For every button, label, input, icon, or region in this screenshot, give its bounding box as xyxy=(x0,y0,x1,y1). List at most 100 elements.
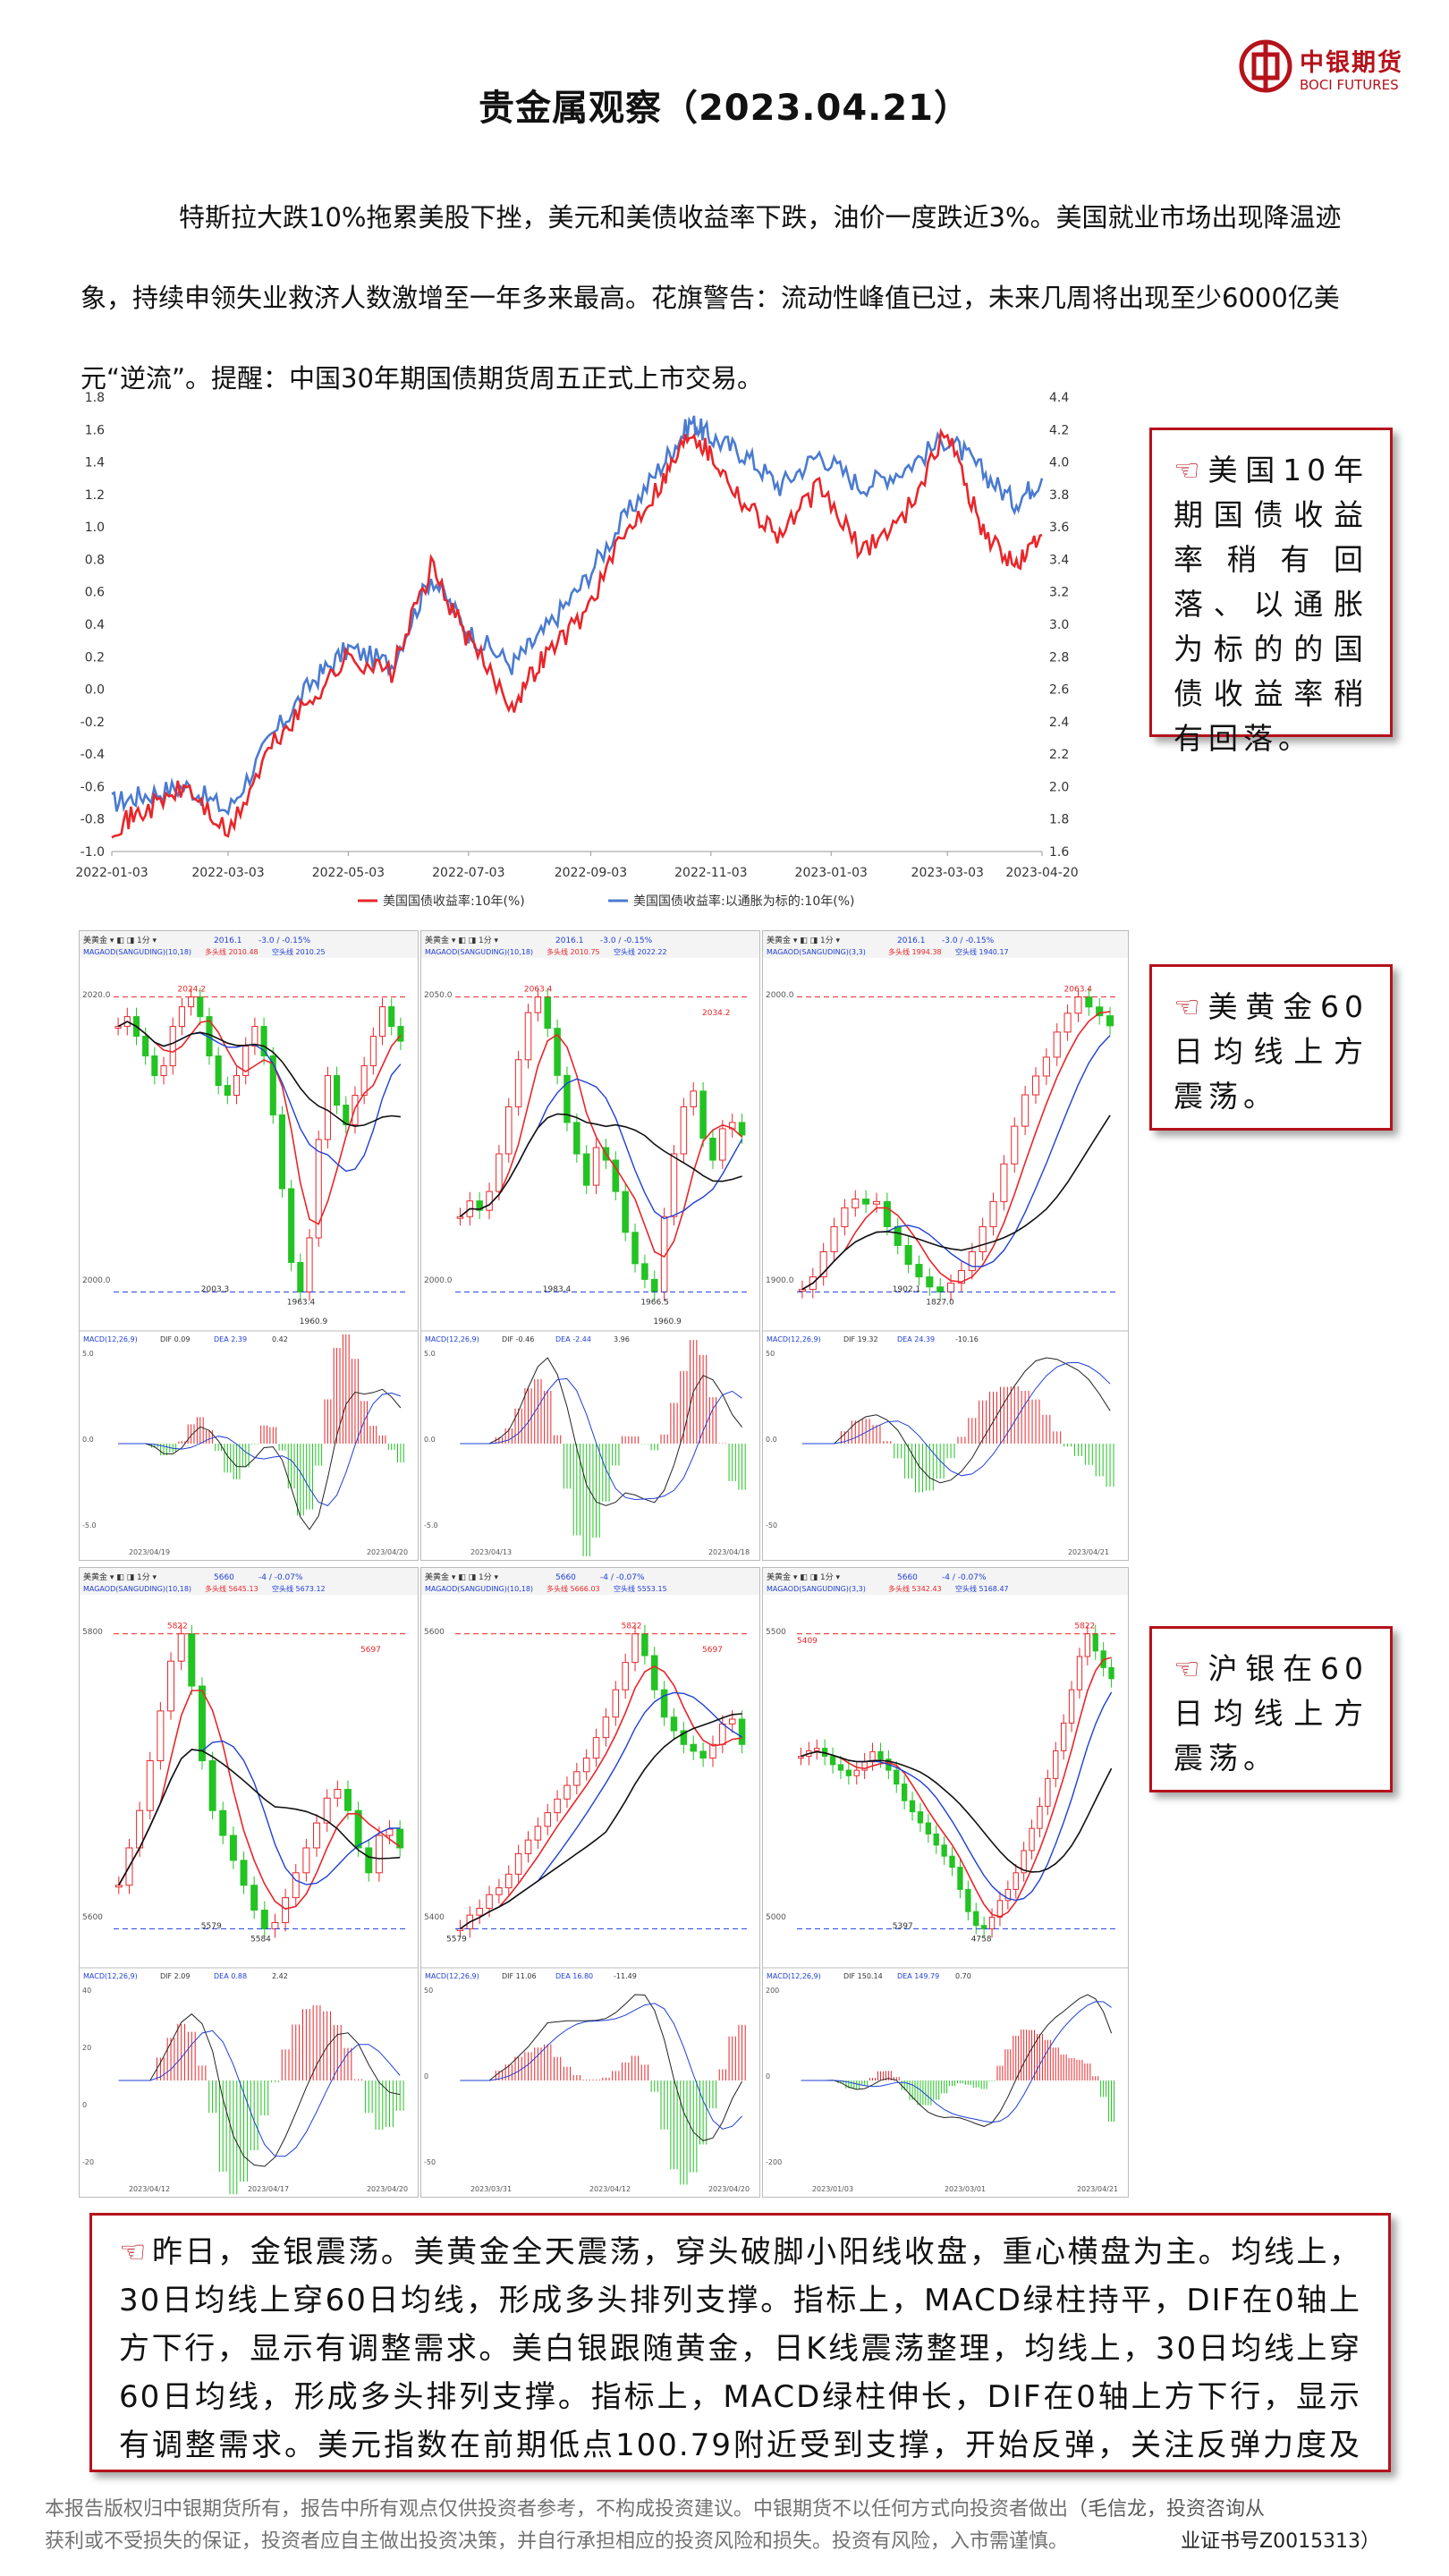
candle-body xyxy=(343,1789,352,1811)
candle-body xyxy=(271,1921,279,1929)
candle-body xyxy=(988,1916,996,1929)
candle-body xyxy=(514,1059,522,1107)
ma-long-line xyxy=(801,1114,1111,1291)
candle-body xyxy=(219,1809,227,1836)
panel-header-toolbar: 美黄金 ▾ ◧ ◨ 1分 ▾ xyxy=(83,1572,157,1582)
ma-short-line xyxy=(117,1020,402,1225)
ma-short-line xyxy=(801,1011,1111,1291)
macd-dif-value: DIF -0.46 xyxy=(502,1335,534,1343)
macd-hist-value: 0.42 xyxy=(272,1335,288,1343)
macd-hist-value: -10.16 xyxy=(955,1335,979,1343)
y-left-tick-label: -0.6 xyxy=(80,780,105,794)
candle-body xyxy=(845,1769,852,1776)
date-label: 2023/04/20 xyxy=(708,2185,750,2193)
candle-body xyxy=(375,1835,383,1874)
panel-last-price: 5660 xyxy=(214,1573,234,1582)
candle-body xyxy=(388,1006,395,1028)
macd-y-tick-label: -5.0 xyxy=(82,1521,97,1530)
x-tick-label: 2023-04-20 xyxy=(1005,866,1078,880)
panel-y-tick-label: 2000.0 xyxy=(82,1276,111,1285)
candle-body xyxy=(197,996,204,1018)
candle-body xyxy=(915,1264,923,1278)
candle-body xyxy=(251,1026,258,1047)
y-left-tick-label: 0.2 xyxy=(85,650,105,665)
candle-body xyxy=(841,1207,849,1227)
bond-yield-chart: 1.8 1.6 1.4 1.2 1.0 0.8 0.6 0.4 0.2 0.0 -0.2 -0.4 -0… xyxy=(63,386,1118,923)
candle-body xyxy=(933,1833,939,1846)
candle-body xyxy=(968,1251,976,1272)
candle-body xyxy=(369,1036,377,1067)
candle-body xyxy=(215,1055,222,1087)
candle-body xyxy=(315,1139,322,1239)
candle-body xyxy=(980,1925,987,1929)
candle-body xyxy=(1084,1633,1091,1657)
candle-body xyxy=(378,1006,386,1038)
y-left-tick-label: -1.0 xyxy=(80,845,105,860)
intro-paragraph: 特斯拉大跌10%拖累美股下挫，美元和美债收益率下跌，油价一度跌近3%。美国就业市… xyxy=(80,202,1342,394)
y-left-tick-label: 1.0 xyxy=(85,521,105,535)
panel-header-toolbar: 美黄金 ▾ ◧ ◨ 1分 ▾ xyxy=(425,935,499,945)
candle-body xyxy=(188,1633,196,1687)
candle-body xyxy=(631,1633,639,1664)
date-label: 2023/03/31 xyxy=(470,2185,512,2193)
candle-body xyxy=(260,1910,268,1929)
y-left-tick-label: -0.2 xyxy=(80,716,105,730)
high-price-label: 5822 xyxy=(1074,1623,1095,1631)
silver-daily-svg: 美黄金 ▾ ◧ ◨ 1分 ▾ 5660 -4 / -0.07% MAGAOD(SANG… xyxy=(763,1568,1128,2193)
gold-daily-chart: 美黄金 ▾ ◧ ◨ 1分 ▾ 2016.1 -3.0 / -0.15% MAGAOD(… xyxy=(762,930,1129,1561)
ma-short-line xyxy=(459,1665,742,1930)
gold-30m-chart: 美黄金 ▾ ◧ ◨ 1分 ▾ 2016.1 -3.0 / -0.15% MAGAOD(… xyxy=(420,930,760,1561)
y-left-tick-label: -0.4 xyxy=(80,748,105,762)
candle-body xyxy=(819,1251,827,1278)
candle-body xyxy=(554,1028,561,1076)
candle-body xyxy=(240,1860,248,1886)
macd-dif-line xyxy=(460,1994,743,2141)
mid-price-label: 1902.1 xyxy=(893,1285,921,1294)
candle-body xyxy=(894,1225,902,1246)
logo-english-name: BOCI FUTURES xyxy=(1300,77,1399,93)
date-label: 2023/04/19 xyxy=(129,1548,170,1556)
panel-ma-value-1: 多头线 1994.38 xyxy=(888,947,942,956)
macd-hist-value: 3.96 xyxy=(614,1335,630,1343)
candle-body xyxy=(798,1289,806,1292)
candle-body xyxy=(365,1847,373,1874)
right-price-label: 5697 xyxy=(360,1646,381,1655)
candle-body xyxy=(313,1822,321,1849)
candle-body xyxy=(146,1760,154,1811)
candle-body xyxy=(719,1723,726,1745)
macd-label: MACD(12,26,9) xyxy=(425,1335,479,1343)
candle-body xyxy=(660,1689,668,1718)
panel-last-price: 2016.1 xyxy=(897,936,926,945)
candle-body xyxy=(505,1106,513,1155)
candle-body xyxy=(1106,1015,1114,1027)
candle-body xyxy=(306,1237,313,1292)
x-tick-label: 2022-01-03 xyxy=(75,866,148,880)
candle-body xyxy=(670,1716,678,1732)
analyst-license: 业证书号Z0015313） xyxy=(1181,2530,1381,2553)
candle-body xyxy=(250,1885,258,1911)
macd-y-tick-label: 0 xyxy=(424,2072,428,2080)
high-price-label: 5822 xyxy=(167,1623,188,1631)
high-price-label: 5822 xyxy=(622,1623,642,1631)
panel-change: -3.0 / -0.15% xyxy=(258,936,311,945)
candle-body xyxy=(177,1633,185,1662)
panel-change: -4 / -0.07% xyxy=(942,1573,987,1582)
ma-long-line xyxy=(459,1713,742,1930)
panel-header-toolbar: 美黄金 ▾ ◧ ◨ 1分 ▾ xyxy=(83,935,157,945)
y-right-tick-label: 1.6 xyxy=(1049,845,1069,860)
low-price-label: 5579 xyxy=(446,1935,467,1944)
candle-body xyxy=(208,1760,216,1811)
panel-last-price: 2016.1 xyxy=(214,936,242,945)
candle-body xyxy=(709,1743,716,1759)
note-gold-text: 美黄金60日均线上方震荡。 xyxy=(1174,989,1368,1114)
mid-price-label: 5397 xyxy=(893,1922,913,1931)
candle-body xyxy=(167,1660,175,1712)
gold-30m-svg: 美黄金 ▾ ◧ ◨ 1分 ▾ 2016.1 -3.0 / -0.15% MAGAOD(… xyxy=(421,931,759,1556)
candle-body xyxy=(837,1764,844,1771)
candle-body xyxy=(877,1750,884,1760)
candle-body xyxy=(872,1200,881,1205)
y-right-tick-label: 2.0 xyxy=(1049,780,1069,794)
candle-body xyxy=(1037,1805,1043,1829)
date-label: 2023/03/01 xyxy=(945,2185,986,2193)
macd-y-tick-label: 50 xyxy=(766,1350,775,1358)
